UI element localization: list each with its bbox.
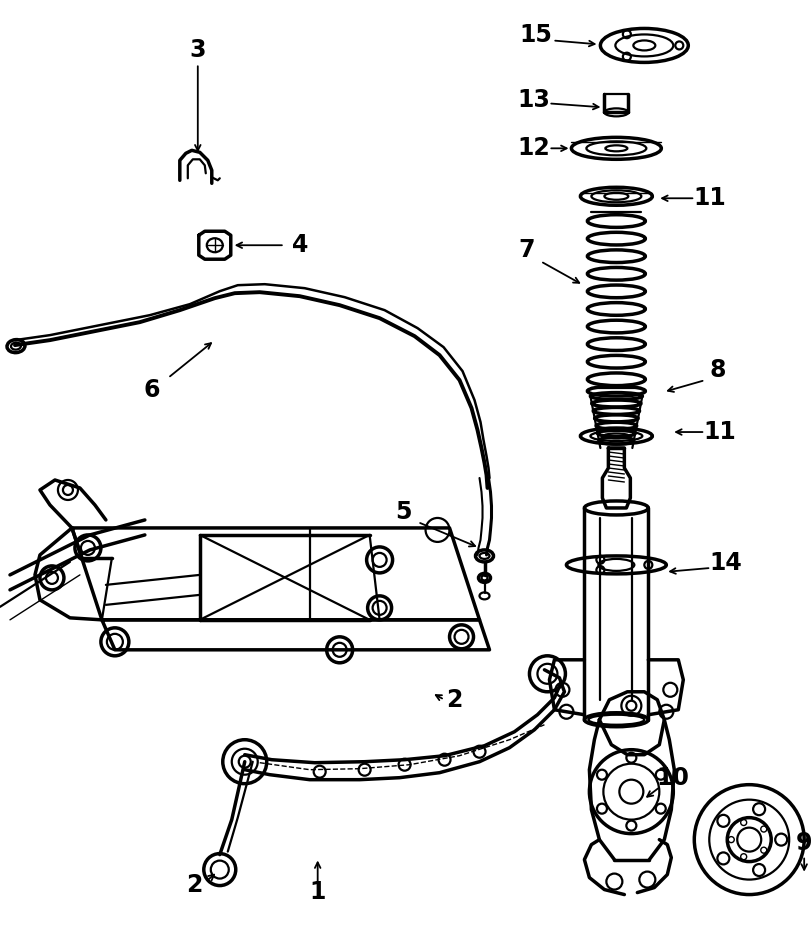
Text: 11: 11: [702, 420, 735, 444]
Text: 7: 7: [517, 238, 534, 262]
Text: 2: 2: [187, 872, 203, 897]
Text: 9: 9: [795, 830, 811, 855]
Text: 8: 8: [708, 358, 724, 382]
Text: 4: 4: [291, 234, 307, 257]
Text: 11: 11: [692, 186, 725, 210]
Text: 6: 6: [144, 378, 160, 402]
Text: 5: 5: [395, 500, 411, 524]
Text: 10: 10: [656, 766, 689, 789]
Text: 1: 1: [309, 880, 325, 903]
Text: 3: 3: [189, 38, 206, 63]
Text: 2: 2: [446, 687, 462, 712]
Text: 13: 13: [517, 89, 549, 112]
Text: 12: 12: [517, 136, 549, 161]
Text: 15: 15: [518, 23, 551, 48]
Text: 14: 14: [708, 551, 740, 575]
